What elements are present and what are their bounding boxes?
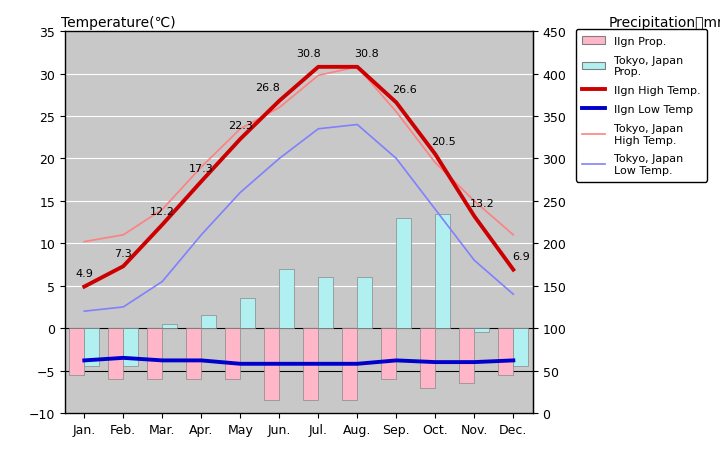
Text: 26.6: 26.6 [392, 85, 416, 95]
Bar [264, 329, 279, 400]
Text: 6.9: 6.9 [512, 252, 530, 262]
Text: 30.8: 30.8 [296, 49, 321, 59]
Text: 30.8: 30.8 [355, 49, 379, 59]
Text: 4.9: 4.9 [76, 269, 93, 279]
Bar [225, 329, 240, 379]
Bar [162, 324, 177, 329]
Bar [202, 316, 216, 329]
Bar [318, 278, 333, 329]
Text: 20.5: 20.5 [431, 136, 456, 146]
Bar [84, 329, 99, 367]
Bar [186, 329, 202, 379]
Text: Precipitation（mm）: Precipitation（mm） [608, 16, 720, 30]
Bar [474, 329, 489, 333]
Text: 13.2: 13.2 [469, 198, 495, 208]
Bar [459, 329, 474, 383]
Bar [357, 278, 372, 329]
Text: 26.8: 26.8 [255, 83, 280, 93]
Legend: Ilgn Prop., Tokyo, Japan
Prop., Ilgn High Temp., Ilgn Low Temp, Tokyo, Japan
Hig: Ilgn Prop., Tokyo, Japan Prop., Ilgn Hig… [576, 30, 707, 182]
Bar [279, 269, 294, 329]
Bar [436, 214, 450, 329]
Bar [123, 329, 138, 367]
Bar [420, 329, 436, 388]
Bar [396, 218, 411, 329]
Bar [343, 329, 357, 400]
Bar [240, 299, 255, 329]
Bar [498, 329, 513, 375]
Bar [109, 329, 123, 379]
Bar [69, 329, 84, 375]
Text: 12.2: 12.2 [150, 207, 175, 217]
Bar [303, 329, 318, 400]
Bar [513, 329, 528, 367]
Text: 22.3: 22.3 [228, 121, 253, 131]
Bar [148, 329, 162, 379]
Text: 7.3: 7.3 [114, 248, 132, 258]
Text: 17.3: 17.3 [189, 163, 214, 174]
Bar [382, 329, 396, 379]
Text: Temperature(℃): Temperature(℃) [61, 16, 176, 30]
